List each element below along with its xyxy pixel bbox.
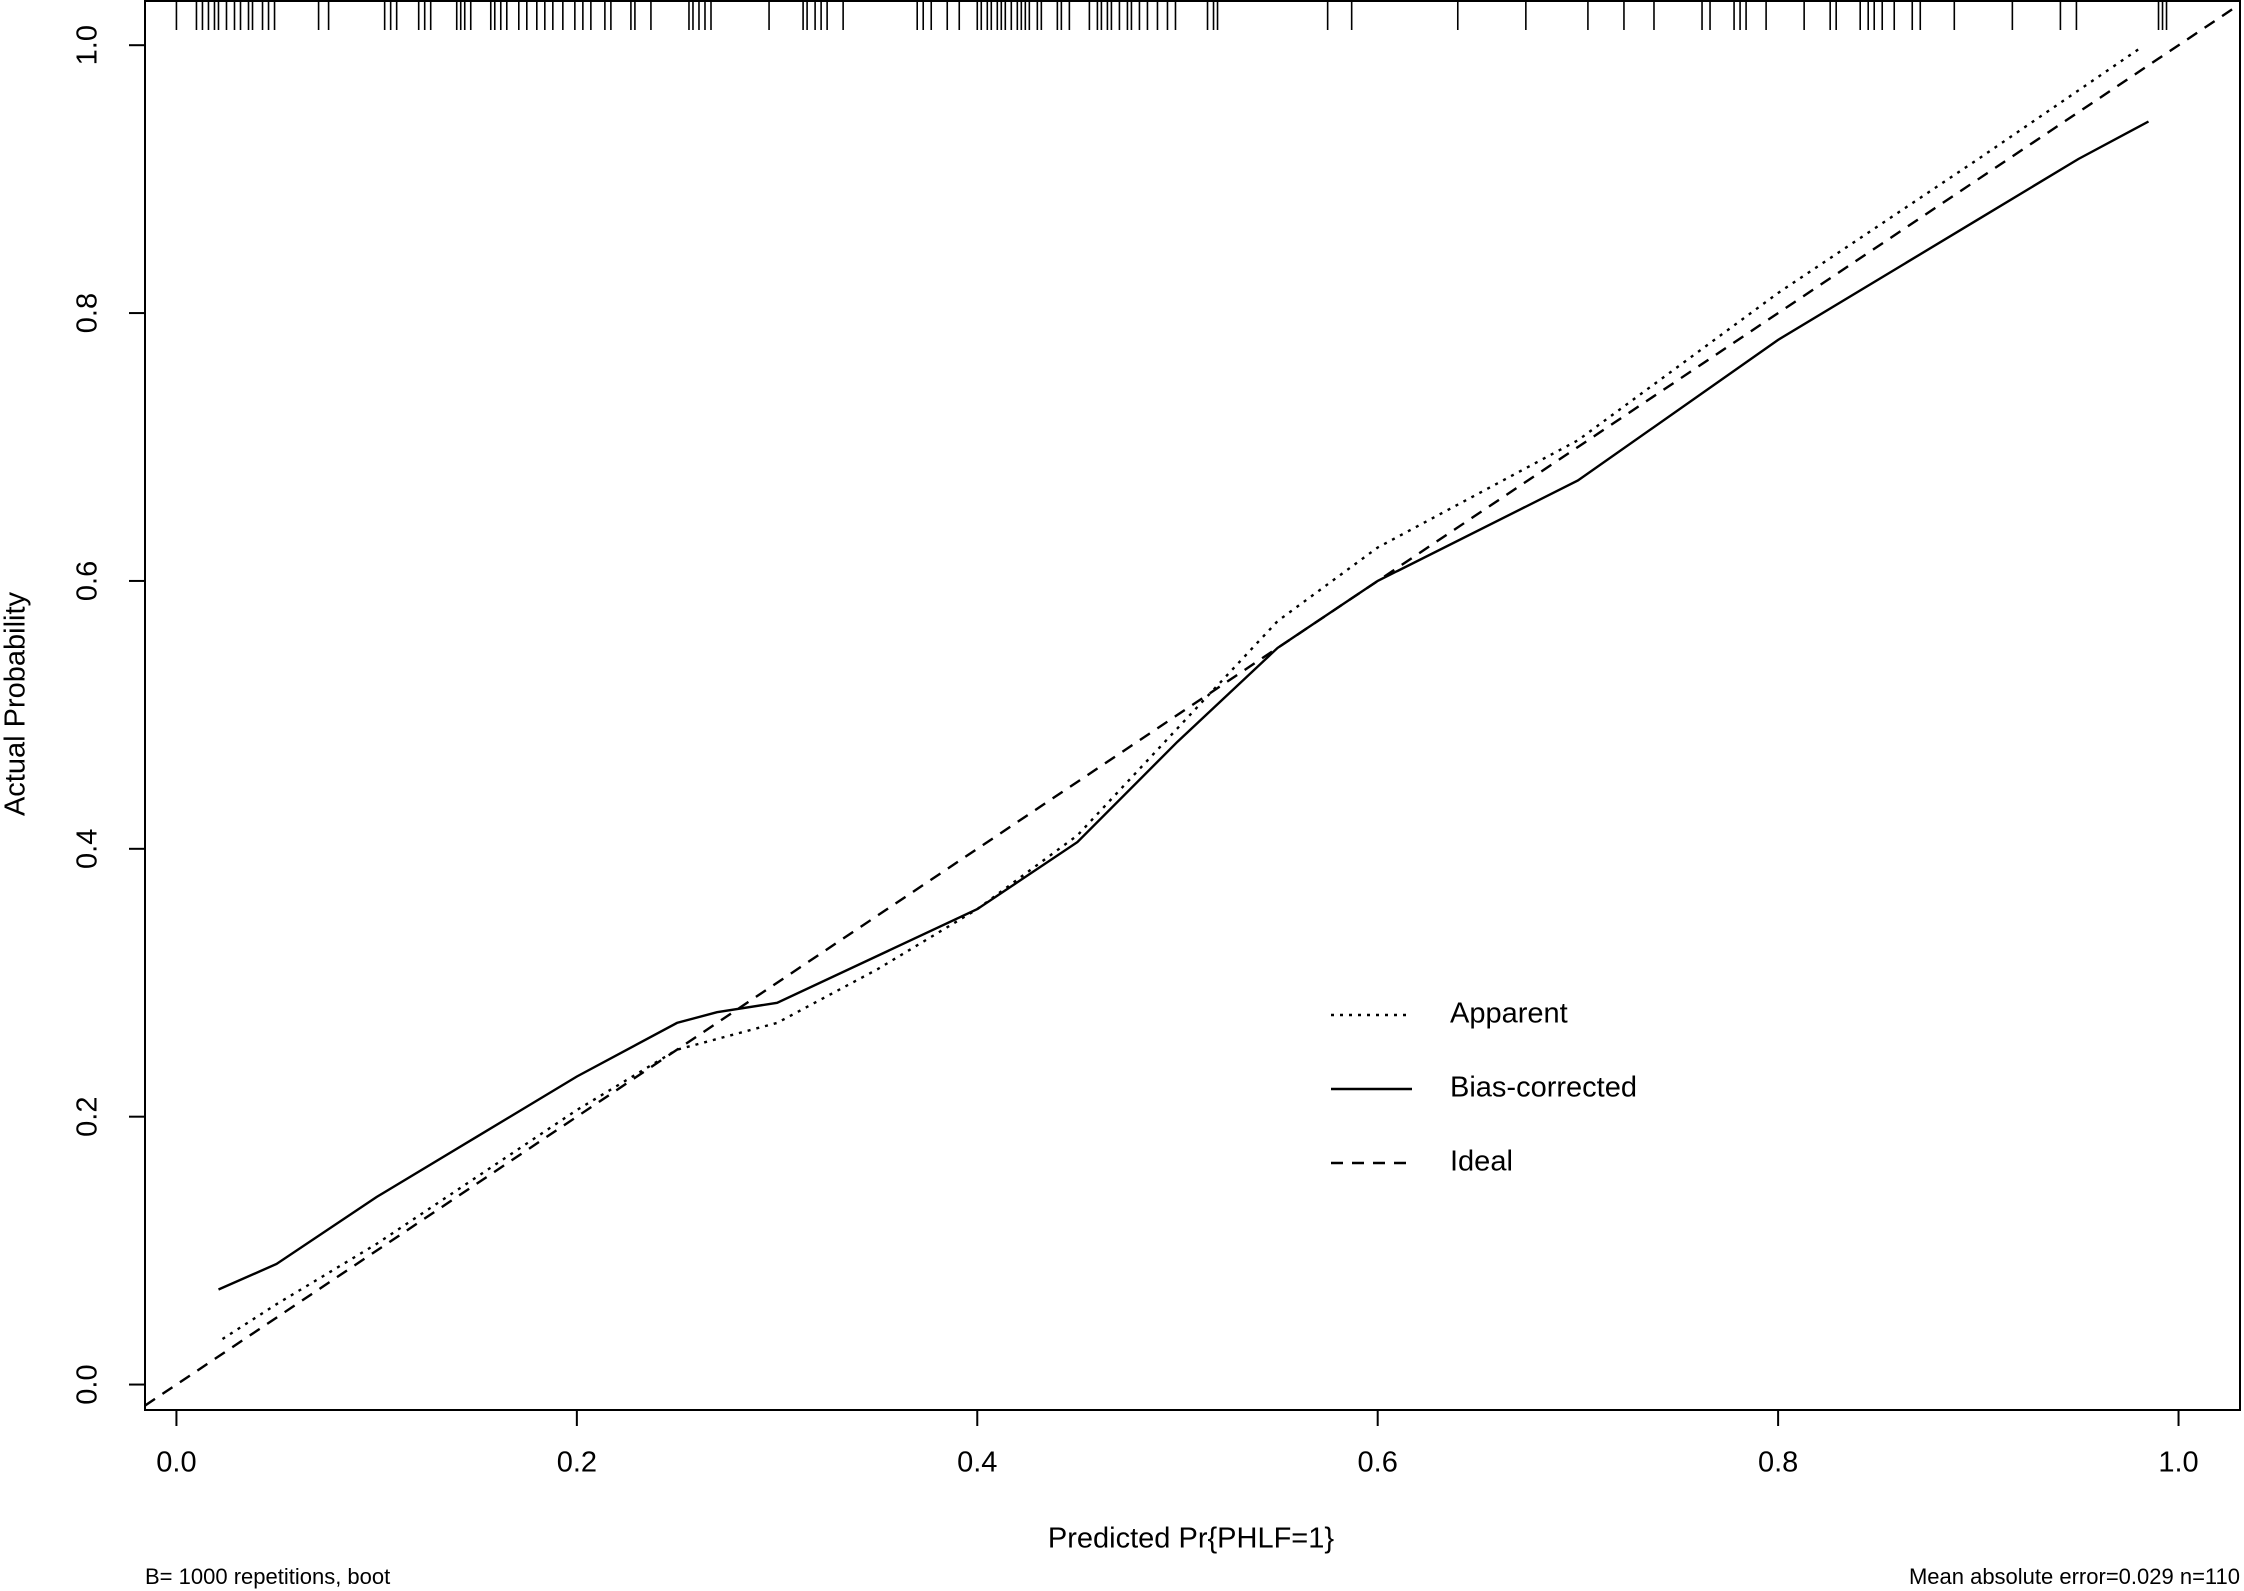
- legend-label: Ideal: [1450, 1146, 1513, 1178]
- series-line: [145, 3, 2240, 1407]
- x-tick-label: 0.8: [1758, 1447, 1798, 1479]
- y-tick-label: 0.8: [72, 293, 104, 333]
- plot-frame: [144, 0, 2241, 1411]
- y-axis-label: Actual Probability: [0, 591, 32, 816]
- x-tick-label: 0.6: [1358, 1447, 1398, 1479]
- x-tick-label: 0.0: [156, 1447, 196, 1479]
- x-axis-label: Predicted Pr{PHLF=1}: [1048, 1523, 1334, 1555]
- plot-area: [145, 3, 2240, 1407]
- y-tick-label: 0.0: [72, 1364, 104, 1404]
- y-tick-label: 0.4: [72, 829, 104, 869]
- legend-label: Bias-corrected: [1450, 1072, 1637, 1104]
- y-tick-label: 1.0: [72, 25, 104, 65]
- x-tick-label: 0.2: [557, 1447, 597, 1479]
- legend-label: Apparent: [1450, 998, 1568, 1030]
- x-tick-label: 0.4: [957, 1447, 997, 1479]
- y-tick-label: 0.2: [72, 1097, 104, 1137]
- footnote: B= 1000 repetitions, boot: [145, 1564, 390, 1589]
- series-line: [218, 120, 2150, 1291]
- series-line: [221, 46, 2142, 1341]
- y-tick-label: 0.6: [72, 561, 104, 601]
- footnote: Mean absolute error=0.029 n=110: [1909, 1564, 2240, 1589]
- x-tick-label: 1.0: [2158, 1447, 2198, 1479]
